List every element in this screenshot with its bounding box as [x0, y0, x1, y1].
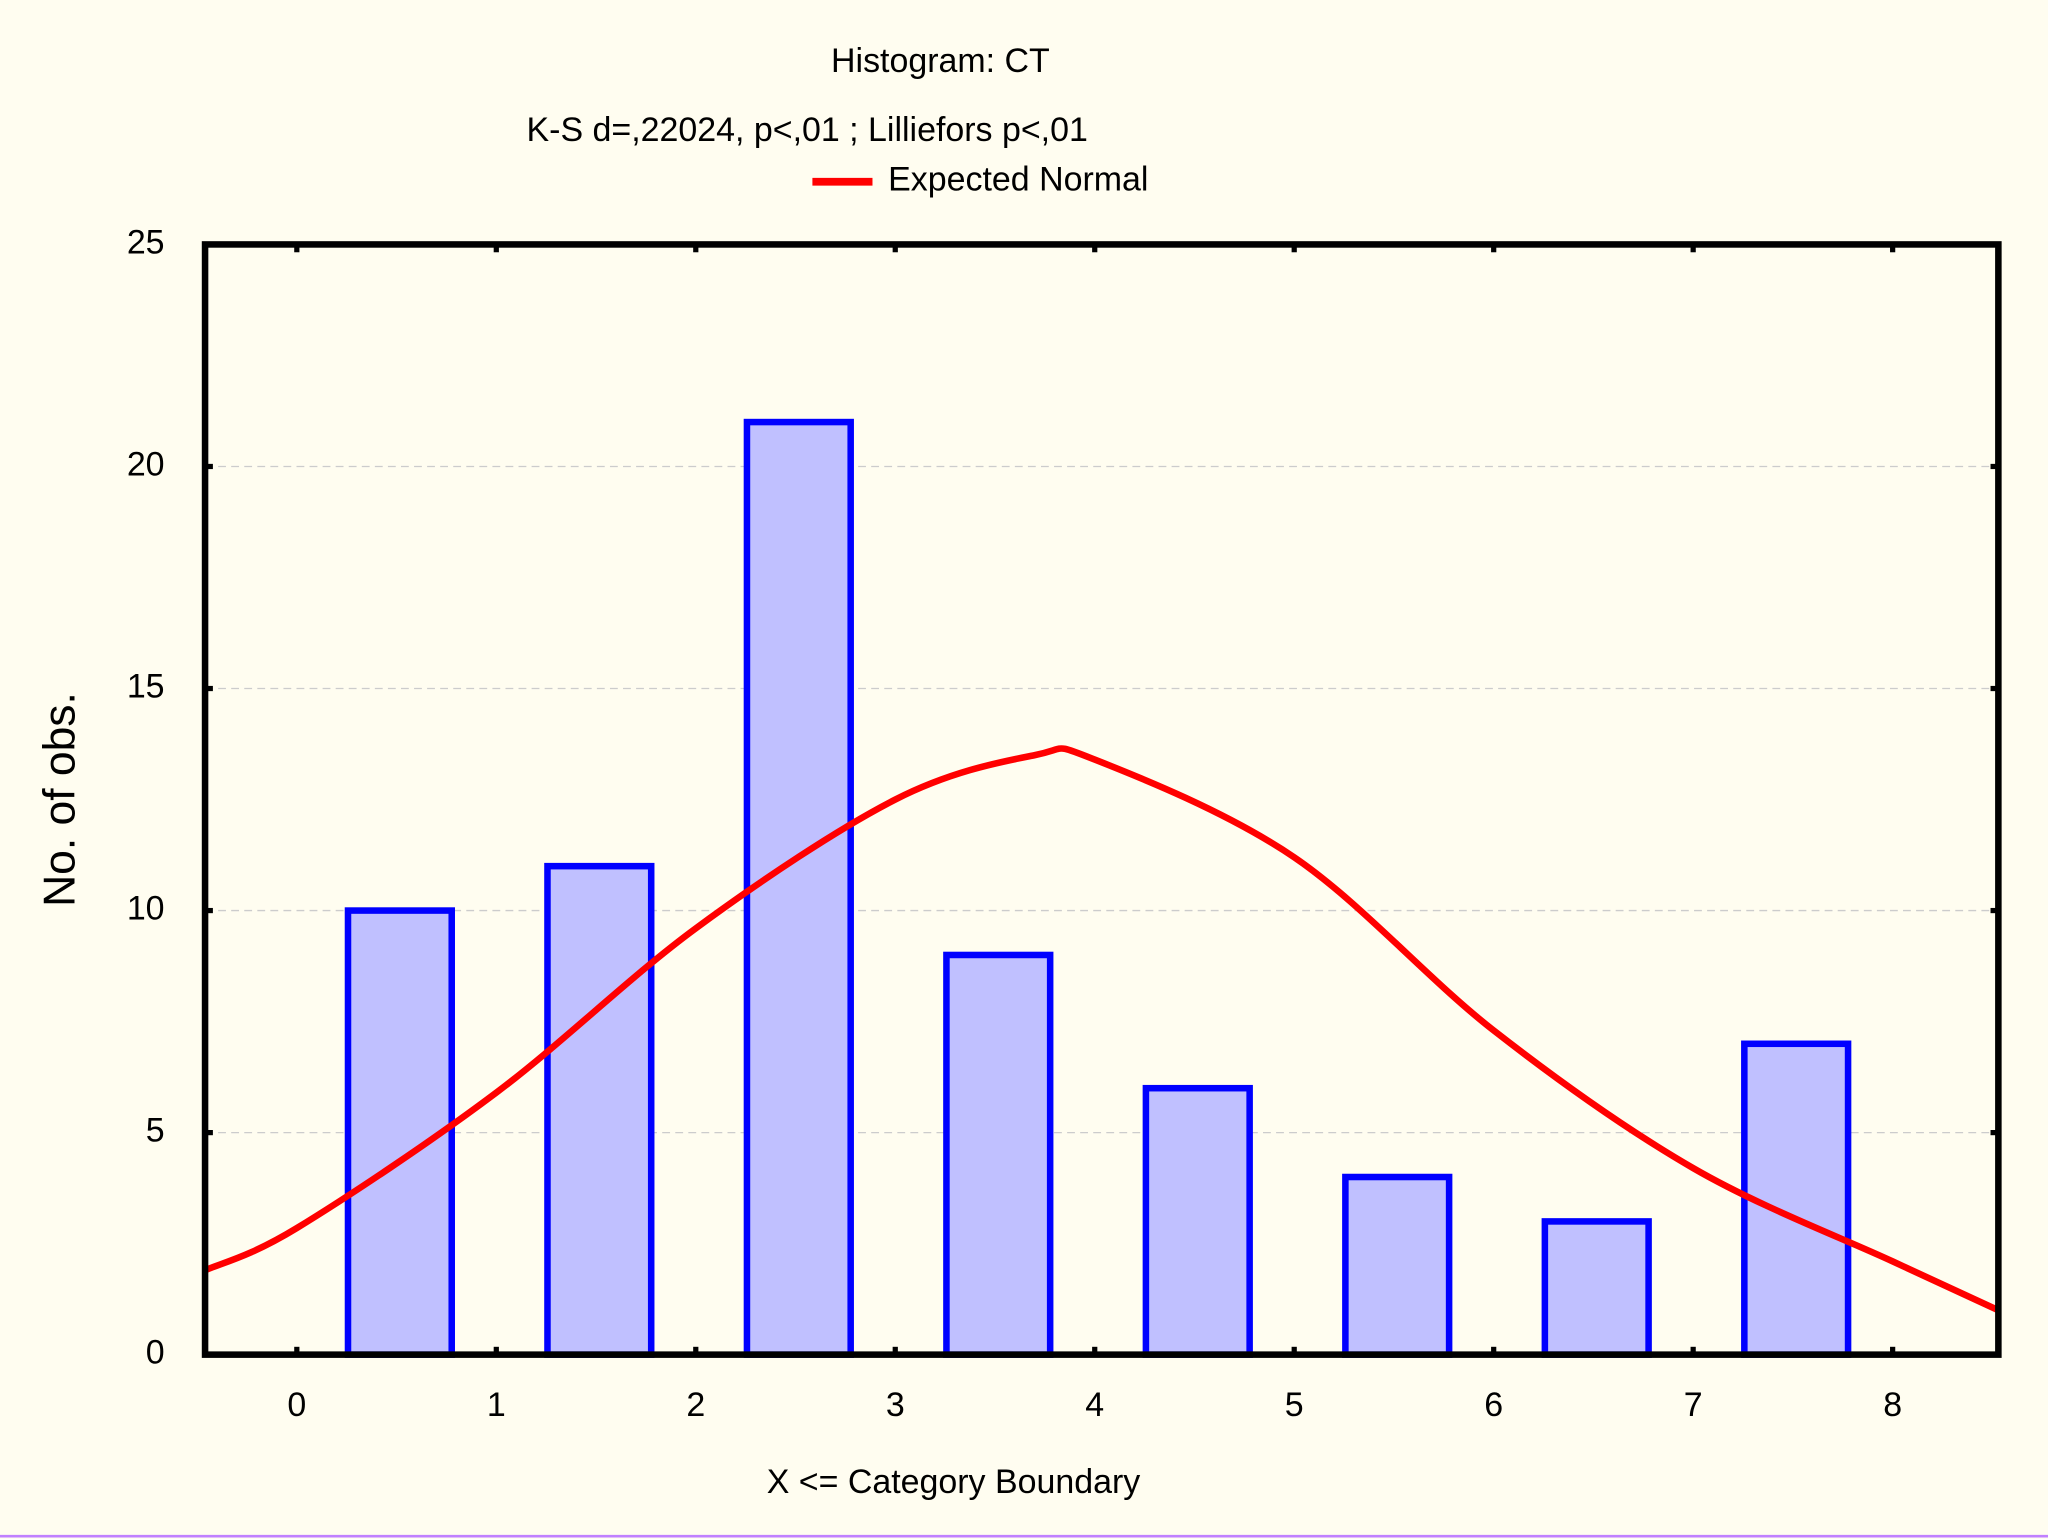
x-tick-label: 7	[1684, 1386, 1703, 1424]
plot-frame	[201, 241, 2002, 1358]
x-axis-label: X <= Category Boundary	[767, 1463, 1141, 1501]
x-tick-label: 4	[1085, 1386, 1104, 1424]
y-tick-label: 0	[146, 1334, 165, 1372]
bar	[743, 418, 854, 1358]
x-tick-label: 2	[686, 1386, 705, 1424]
normal-curve	[203, 745, 2000, 1314]
x-tick-label: 0	[287, 1386, 306, 1424]
chart-title: Histogram: CT	[831, 42, 1050, 80]
y-tick-label: 10	[127, 890, 165, 928]
x-tick-label: 6	[1484, 1386, 1503, 1424]
bar	[544, 862, 655, 1358]
x-tick-label: 1	[487, 1386, 506, 1424]
y-tick-label: 20	[127, 445, 165, 483]
legend-label: Expected Normal	[888, 161, 1148, 199]
x-tick-label: 8	[1883, 1386, 1902, 1424]
x-tick-label: 5	[1285, 1386, 1304, 1424]
bar	[1541, 1218, 1652, 1358]
y-tick-label: 15	[127, 667, 165, 705]
bar	[943, 951, 1054, 1358]
bar	[1342, 1173, 1453, 1358]
x-tick-label: 3	[886, 1386, 905, 1424]
bar	[1142, 1084, 1253, 1358]
y-tick-label: 5	[146, 1112, 165, 1150]
y-tick-label: 25	[127, 223, 165, 261]
y-axis-label: No. of obs.	[35, 692, 84, 907]
bar	[344, 907, 455, 1358]
chart-subtitle: K-S d=,22024, p<,01 ; Lilliefors p<,01	[527, 111, 1088, 149]
